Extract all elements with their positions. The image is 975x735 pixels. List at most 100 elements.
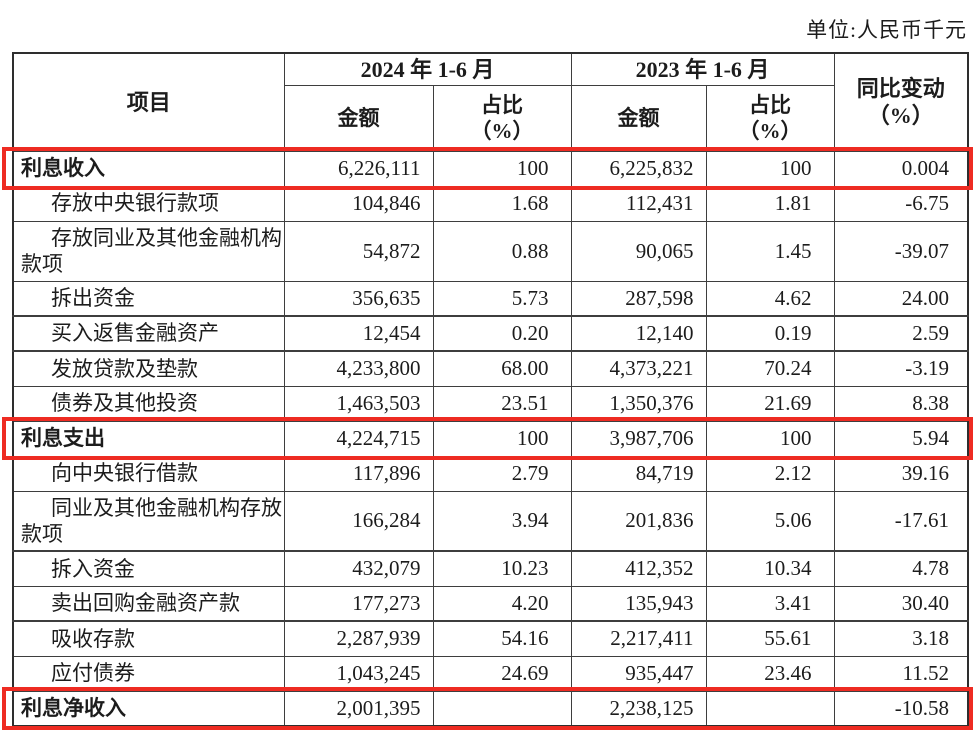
row-label: 拆入资金 [12, 550, 285, 587]
table-row: 发放贷款及垫款 4,233,800 68.00 4,373,221 70.24 -3.19 [12, 350, 969, 387]
row-value: 0.20 [432, 315, 572, 352]
row-value: 3.18 [833, 620, 969, 657]
row-value: 5.94 [833, 420, 969, 457]
row-value: 100 [432, 420, 572, 457]
row-label: 存放同业及其他金融机构款项 [12, 220, 285, 282]
row-label: 买入返售金融资产 [12, 315, 285, 352]
row-value: 55.61 [705, 620, 835, 657]
row-value: 39.16 [833, 455, 969, 492]
table-row: 存放同业及其他金融机构款项 54,872 0.88 90,065 1.45 -39.07 [12, 220, 969, 282]
row-value: 10.34 [705, 550, 835, 587]
table-container: 项目 2024 年 1-6 月 2023 年 1-6 月 同比变动 （%） 金额… [12, 52, 970, 727]
row-value: 12,454 [283, 315, 434, 352]
table-row: 向中央银行借款 117,896 2.79 84,719 2.12 39.16 [12, 455, 969, 492]
row-value: 2,287,939 [283, 620, 434, 657]
row-value: 2,238,125 [570, 690, 707, 727]
row-value: 2.12 [705, 455, 835, 492]
row-value: 0.004 [833, 150, 969, 187]
row-value: 5.73 [432, 280, 572, 317]
row-value: 1,350,376 [570, 385, 707, 422]
table-row: 利息支出 4,224,715 100 3,987,706 100 5.94 [12, 420, 969, 457]
table-row: 债券及其他投资 1,463,503 23.51 1,350,376 21.69 8.38 [12, 385, 969, 422]
header-share-2024: 占比 （%） [432, 84, 572, 152]
header-amount-2024: 金额 [283, 84, 434, 152]
row-value: -17.61 [833, 490, 969, 552]
row-value: 5.06 [705, 490, 835, 552]
row-value: 117,896 [283, 455, 434, 492]
interest-income-expense-table: 项目 2024 年 1-6 月 2023 年 1-6 月 同比变动 （%） 金额… [12, 52, 970, 727]
row-value: 84,719 [570, 455, 707, 492]
row-value: -3.19 [833, 350, 969, 387]
row-label: 同业及其他金融机构存放款项 [12, 490, 285, 552]
unit-label: 单位:人民币千元 [806, 18, 967, 42]
table-row: 利息净收入 2,001,395 2,238,125 -10.58 [12, 690, 969, 727]
row-value [705, 690, 835, 727]
row-label: 利息净收入 [12, 690, 285, 727]
row-label: 债券及其他投资 [12, 385, 285, 422]
row-value: 10.23 [432, 550, 572, 587]
row-value: 1.81 [705, 185, 835, 222]
table-header: 项目 2024 年 1-6 月 2023 年 1-6 月 同比变动 （%） 金额… [12, 52, 969, 152]
row-value: 1,043,245 [283, 655, 434, 692]
row-value: 4.78 [833, 550, 969, 587]
row-value: 287,598 [570, 280, 707, 317]
header-period-2023: 2023 年 1-6 月 [570, 52, 835, 86]
row-value: 30.40 [833, 585, 969, 622]
row-value: 2.59 [833, 315, 969, 352]
row-value: 4,373,221 [570, 350, 707, 387]
row-value: 11.52 [833, 655, 969, 692]
header-share-2023: 占比 （%） [705, 84, 835, 152]
row-label: 卖出回购金融资产款 [12, 585, 285, 622]
row-value: 4.62 [705, 280, 835, 317]
row-value: 201,836 [570, 490, 707, 552]
row-value: 412,352 [570, 550, 707, 587]
row-value: 4,224,715 [283, 420, 434, 457]
row-value: -39.07 [833, 220, 969, 282]
table-row: 吸收存款 2,287,939 54.16 2,217,411 55.61 3.18 [12, 620, 969, 657]
row-value: -10.58 [833, 690, 969, 727]
row-value [432, 690, 572, 727]
row-value: 112,431 [570, 185, 707, 222]
row-value: 12,140 [570, 315, 707, 352]
row-value: 6,225,832 [570, 150, 707, 187]
row-value: 0.19 [705, 315, 835, 352]
row-value: 68.00 [432, 350, 572, 387]
row-value: 6,226,111 [283, 150, 434, 187]
row-value: 23.46 [705, 655, 835, 692]
header-yoy-change: 同比变动 （%） [833, 52, 969, 152]
row-label: 存放中央银行款项 [12, 185, 285, 222]
row-value: 2.79 [432, 455, 572, 492]
table-row: 存放中央银行款项 104,846 1.68 112,431 1.81 -6.75 [12, 185, 969, 222]
row-value: 1.45 [705, 220, 835, 282]
row-value: 8.38 [833, 385, 969, 422]
row-label: 拆出资金 [12, 280, 285, 317]
header-amount-2023: 金额 [570, 84, 707, 152]
row-label: 发放贷款及垫款 [12, 350, 285, 387]
table-body: 利息收入 6,226,111 100 6,225,832 100 0.004 存放中央银行款… [12, 150, 969, 727]
row-value: 4,233,800 [283, 350, 434, 387]
header-row-periods: 项目 2024 年 1-6 月 2023 年 1-6 月 同比变动 （%） [12, 52, 969, 152]
row-value: 21.69 [705, 385, 835, 422]
row-value: 4.20 [432, 585, 572, 622]
header-row-measures: 金额 占比 （%） 金额 占比 （%） [13, 84, 968, 152]
row-value: 104,846 [283, 185, 434, 222]
row-value: -6.75 [833, 185, 969, 222]
row-value: 100 [432, 150, 572, 187]
row-value: 3.94 [432, 490, 572, 552]
table-row: 利息收入 6,226,111 100 6,225,832 100 0.004 [12, 150, 969, 187]
table-row: 拆出资金 356,635 5.73 287,598 4.62 24.00 [12, 280, 969, 317]
table-row: 卖出回购金融资产款 177,273 4.20 135,943 3.41 30.40 [12, 585, 969, 622]
row-value: 2,001,395 [283, 690, 434, 727]
row-label: 吸收存款 [12, 620, 285, 657]
row-value: 90,065 [570, 220, 707, 282]
row-value: 935,447 [570, 655, 707, 692]
table-row: 买入返售金融资产 12,454 0.20 12,140 0.19 2.59 [12, 315, 969, 352]
row-value: 3.41 [705, 585, 835, 622]
row-value: 100 [705, 150, 835, 187]
row-value: 177,273 [283, 585, 434, 622]
row-value: 1,463,503 [283, 385, 434, 422]
row-value: 166,284 [283, 490, 434, 552]
row-value: 24.69 [432, 655, 572, 692]
row-value: 70.24 [705, 350, 835, 387]
row-value: 54,872 [283, 220, 434, 282]
